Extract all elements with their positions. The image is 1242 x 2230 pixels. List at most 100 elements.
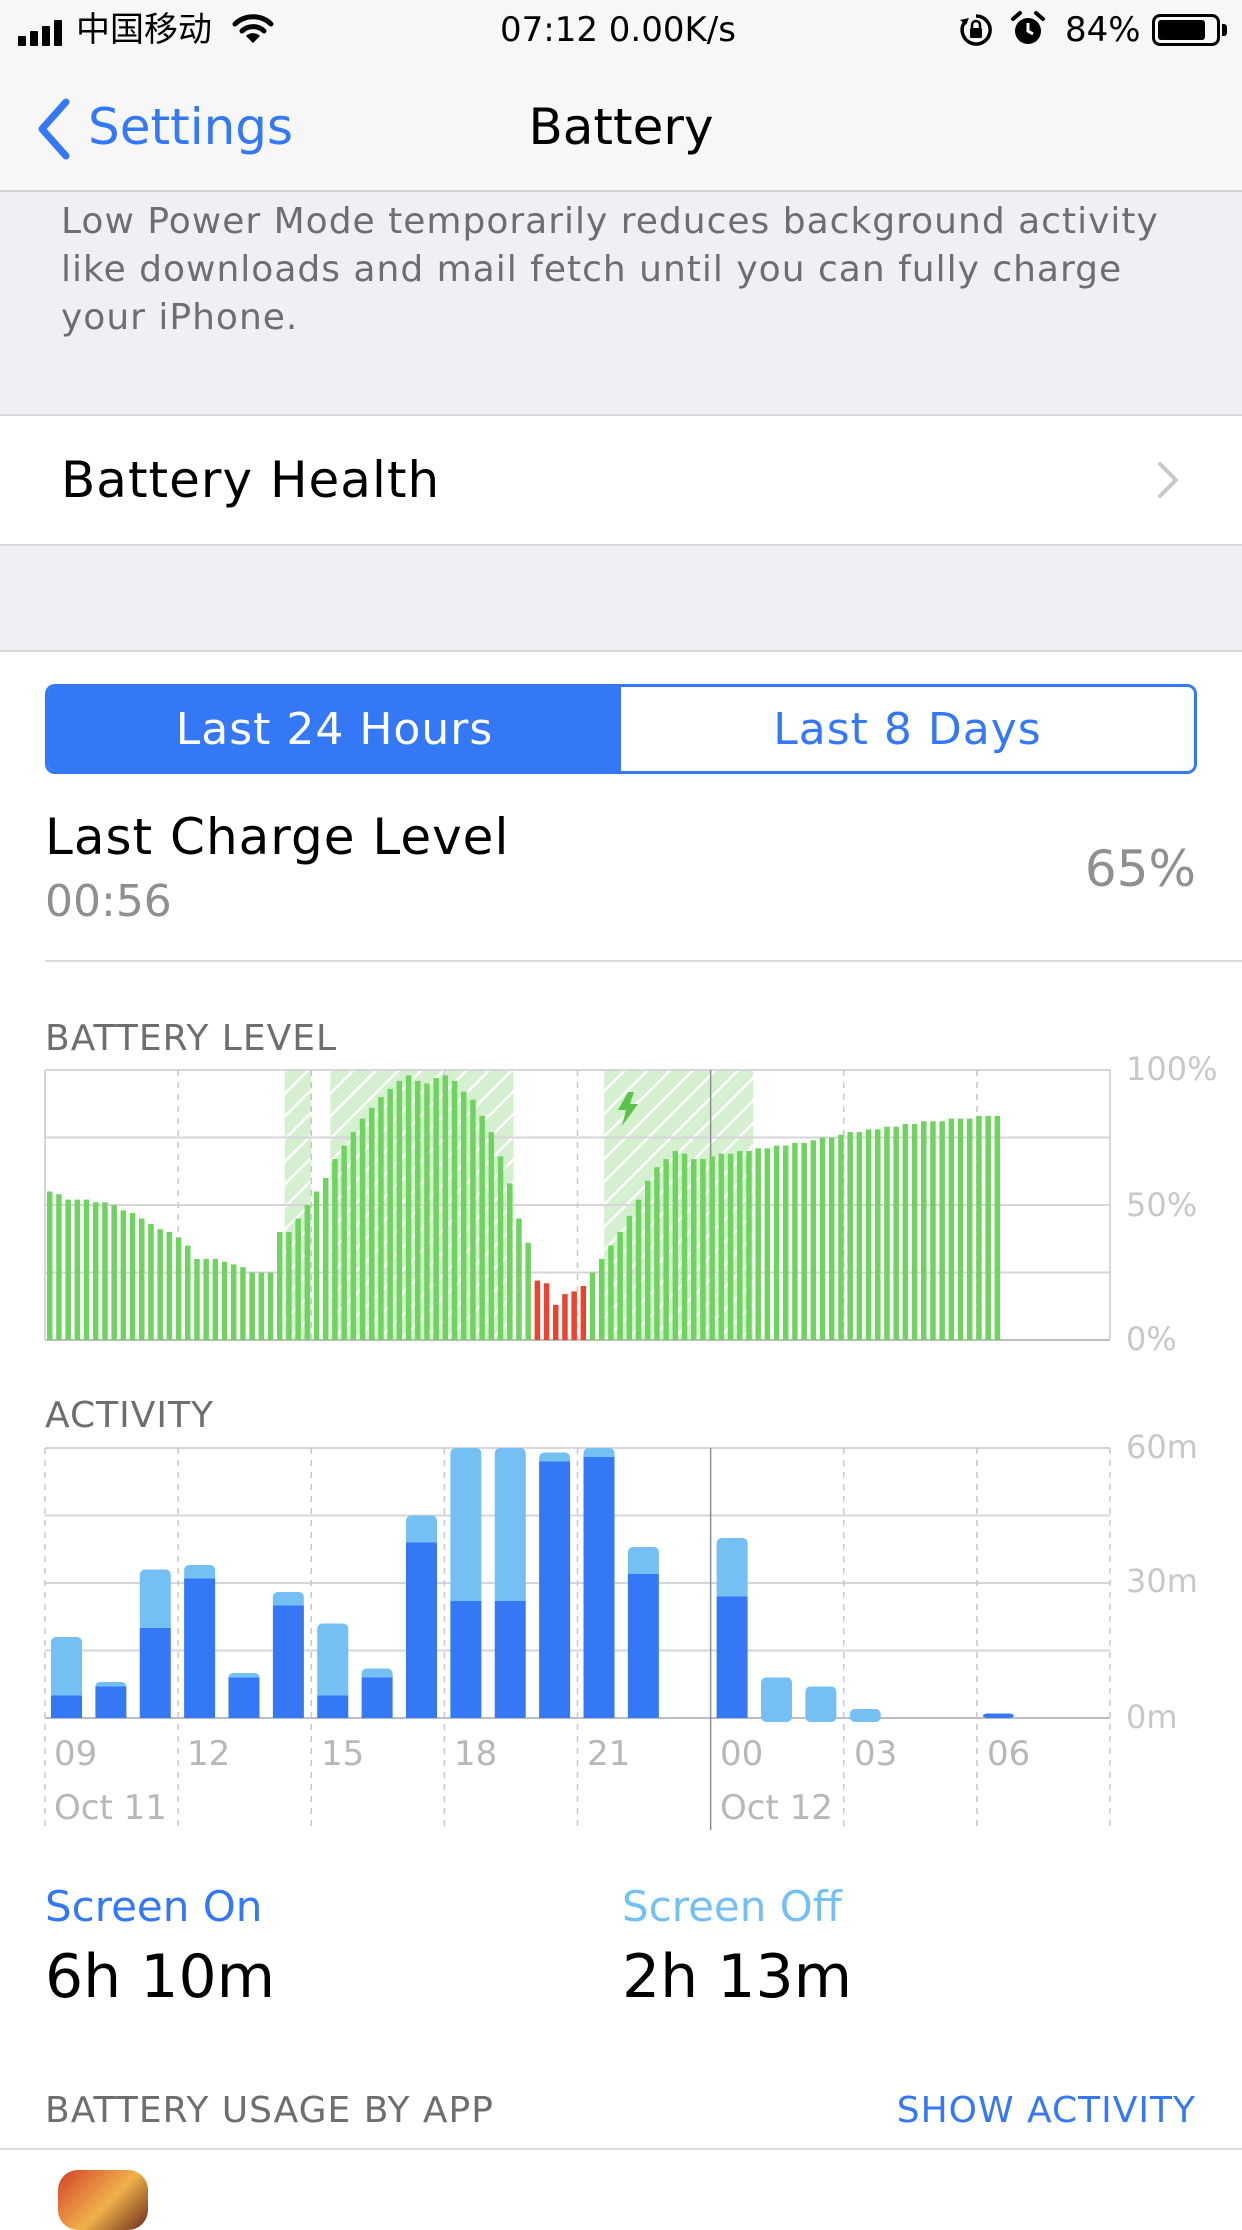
- activity-bar-screen-on: [184, 1578, 216, 1718]
- battery-bar: [773, 1145, 780, 1340]
- battery-bar: [323, 1178, 329, 1340]
- battery-bar: [838, 1134, 844, 1340]
- battery-bar: [589, 1272, 596, 1340]
- activity-bar-screen-off: [51, 1637, 82, 1700]
- activity-bar-screen-off: [627, 1547, 659, 1578]
- app-icon[interactable]: [58, 2170, 148, 2230]
- battery-bar: [120, 1210, 127, 1340]
- battery-bar: [470, 1099, 476, 1340]
- last-charge-time: 00:56: [45, 876, 172, 927]
- battery-bar: [847, 1132, 853, 1340]
- battery-bar: [737, 1151, 743, 1340]
- segment-last-24-hours[interactable]: Last 24 Hours: [48, 687, 621, 771]
- battery-bar: [792, 1142, 798, 1340]
- activity-bar-screen-off: [272, 1592, 304, 1610]
- activity-axis-60m: 60m: [1126, 1428, 1198, 1466]
- battery-bar: [111, 1205, 117, 1340]
- battery-bar: [626, 1215, 633, 1340]
- activity-label: ACTIVITY: [45, 1395, 214, 1436]
- battery-bar: [525, 1242, 531, 1340]
- wifi-icon: [232, 14, 274, 43]
- battery-bar: [865, 1129, 872, 1340]
- battery-bar: [157, 1229, 163, 1340]
- battery-bar: [240, 1267, 246, 1340]
- battery-usage-header: BATTERY USAGE BY APP: [45, 2090, 494, 2131]
- battery-bar: [608, 1245, 614, 1340]
- back-label[interactable]: Settings: [88, 98, 294, 156]
- battery-bar: [304, 1205, 311, 1340]
- battery-bar: [139, 1218, 145, 1340]
- activity-bar-screen-on: [95, 1686, 127, 1718]
- battery-bar: [709, 1156, 715, 1340]
- x-tick-12: 12: [187, 1734, 231, 1774]
- low-power-footer: Low Power Mode temporarily reduces backg…: [0, 192, 1242, 416]
- x-tick-21: 21: [587, 1734, 631, 1774]
- battery-bar: [332, 1159, 338, 1340]
- battery-bar: [884, 1126, 890, 1340]
- last-charge-title: Last Charge Level: [45, 808, 510, 866]
- activity-bar-screen-on: [228, 1677, 260, 1718]
- chevron-right-icon: [1158, 462, 1178, 498]
- battery-bar: [810, 1140, 817, 1340]
- battery-bar: [497, 1156, 504, 1340]
- battery-health-row[interactable]: Battery Health: [0, 414, 1242, 546]
- battery-bar: [442, 1075, 449, 1340]
- battery-bar: [313, 1191, 320, 1340]
- battery-bar: [424, 1083, 430, 1340]
- battery-bar: [543, 1283, 550, 1340]
- battery-bar: [856, 1132, 863, 1340]
- battery-bar: [681, 1153, 688, 1340]
- activity-bar-screen-on: [539, 1461, 571, 1718]
- battery-bar: [967, 1118, 973, 1340]
- battery-percent: 84%: [1065, 10, 1141, 50]
- battery-bar: [350, 1132, 357, 1340]
- back-button[interactable]: [30, 90, 310, 162]
- time-range-segmented-control[interactable]: Last 24 Hours Last 8 Days: [45, 684, 1197, 774]
- segment-last-8-days[interactable]: Last 8 Days: [621, 687, 1194, 771]
- x-tick-18: 18: [454, 1734, 498, 1774]
- activity-bar-screen-on: [583, 1457, 615, 1718]
- battery-bar: [911, 1124, 918, 1340]
- battery-bar: [718, 1153, 725, 1340]
- battery-bar: [516, 1218, 522, 1340]
- battery-bar: [451, 1080, 458, 1340]
- battery-bar: [654, 1167, 660, 1340]
- activity-bar-screen-off: [494, 1448, 526, 1605]
- battery-bar: [185, 1245, 191, 1340]
- orientation-lock-icon: [960, 14, 992, 46]
- cellular-signal-icon: [18, 18, 68, 46]
- battery-bar: [599, 1259, 605, 1340]
- x-tick-09: 09: [54, 1734, 98, 1774]
- battery-bar: [617, 1232, 623, 1340]
- low-power-description: Low Power Mode temporarily reduces backg…: [61, 201, 1159, 338]
- battery-bar: [746, 1151, 752, 1340]
- section-gap: [0, 546, 1242, 652]
- charging-bolt-icon: [618, 1092, 638, 1126]
- show-activity-button[interactable]: SHOW ACTIVITY: [896, 2090, 1196, 2131]
- activity-axis-30m: 30m: [1126, 1562, 1198, 1600]
- battery-bar: [930, 1121, 936, 1340]
- battery-bar: [359, 1118, 366, 1340]
- battery-bar: [286, 1232, 292, 1340]
- date-label-oct-12: Oct 12: [720, 1788, 833, 1828]
- battery-bar: [415, 1080, 421, 1340]
- battery-bar: [994, 1115, 1001, 1340]
- battery-bar: [212, 1259, 219, 1340]
- activity-bar-screen-off: [805, 1686, 837, 1722]
- screen-off-value: 2h 13m: [622, 1942, 853, 2012]
- battery-level-chart: [44, 1069, 1111, 1341]
- battery-bar: [221, 1261, 228, 1340]
- battery-bar: [948, 1118, 955, 1340]
- battery-bar: [507, 1183, 513, 1340]
- battery-level-label: BATTERY LEVEL: [45, 1018, 337, 1059]
- battery-bar: [985, 1115, 991, 1340]
- activity-bar-screen-off: [317, 1623, 349, 1700]
- x-tick-15: 15: [321, 1734, 365, 1774]
- activity-bar-screen-off: [139, 1569, 171, 1632]
- battery-bar: [341, 1145, 347, 1340]
- activity-bar-screen-on: [450, 1601, 482, 1718]
- battery-bar: [691, 1159, 697, 1340]
- screen-on-value: 6h 10m: [45, 1942, 276, 2012]
- screen-on-label: Screen On: [45, 1882, 263, 1931]
- battery-bar: [378, 1097, 384, 1340]
